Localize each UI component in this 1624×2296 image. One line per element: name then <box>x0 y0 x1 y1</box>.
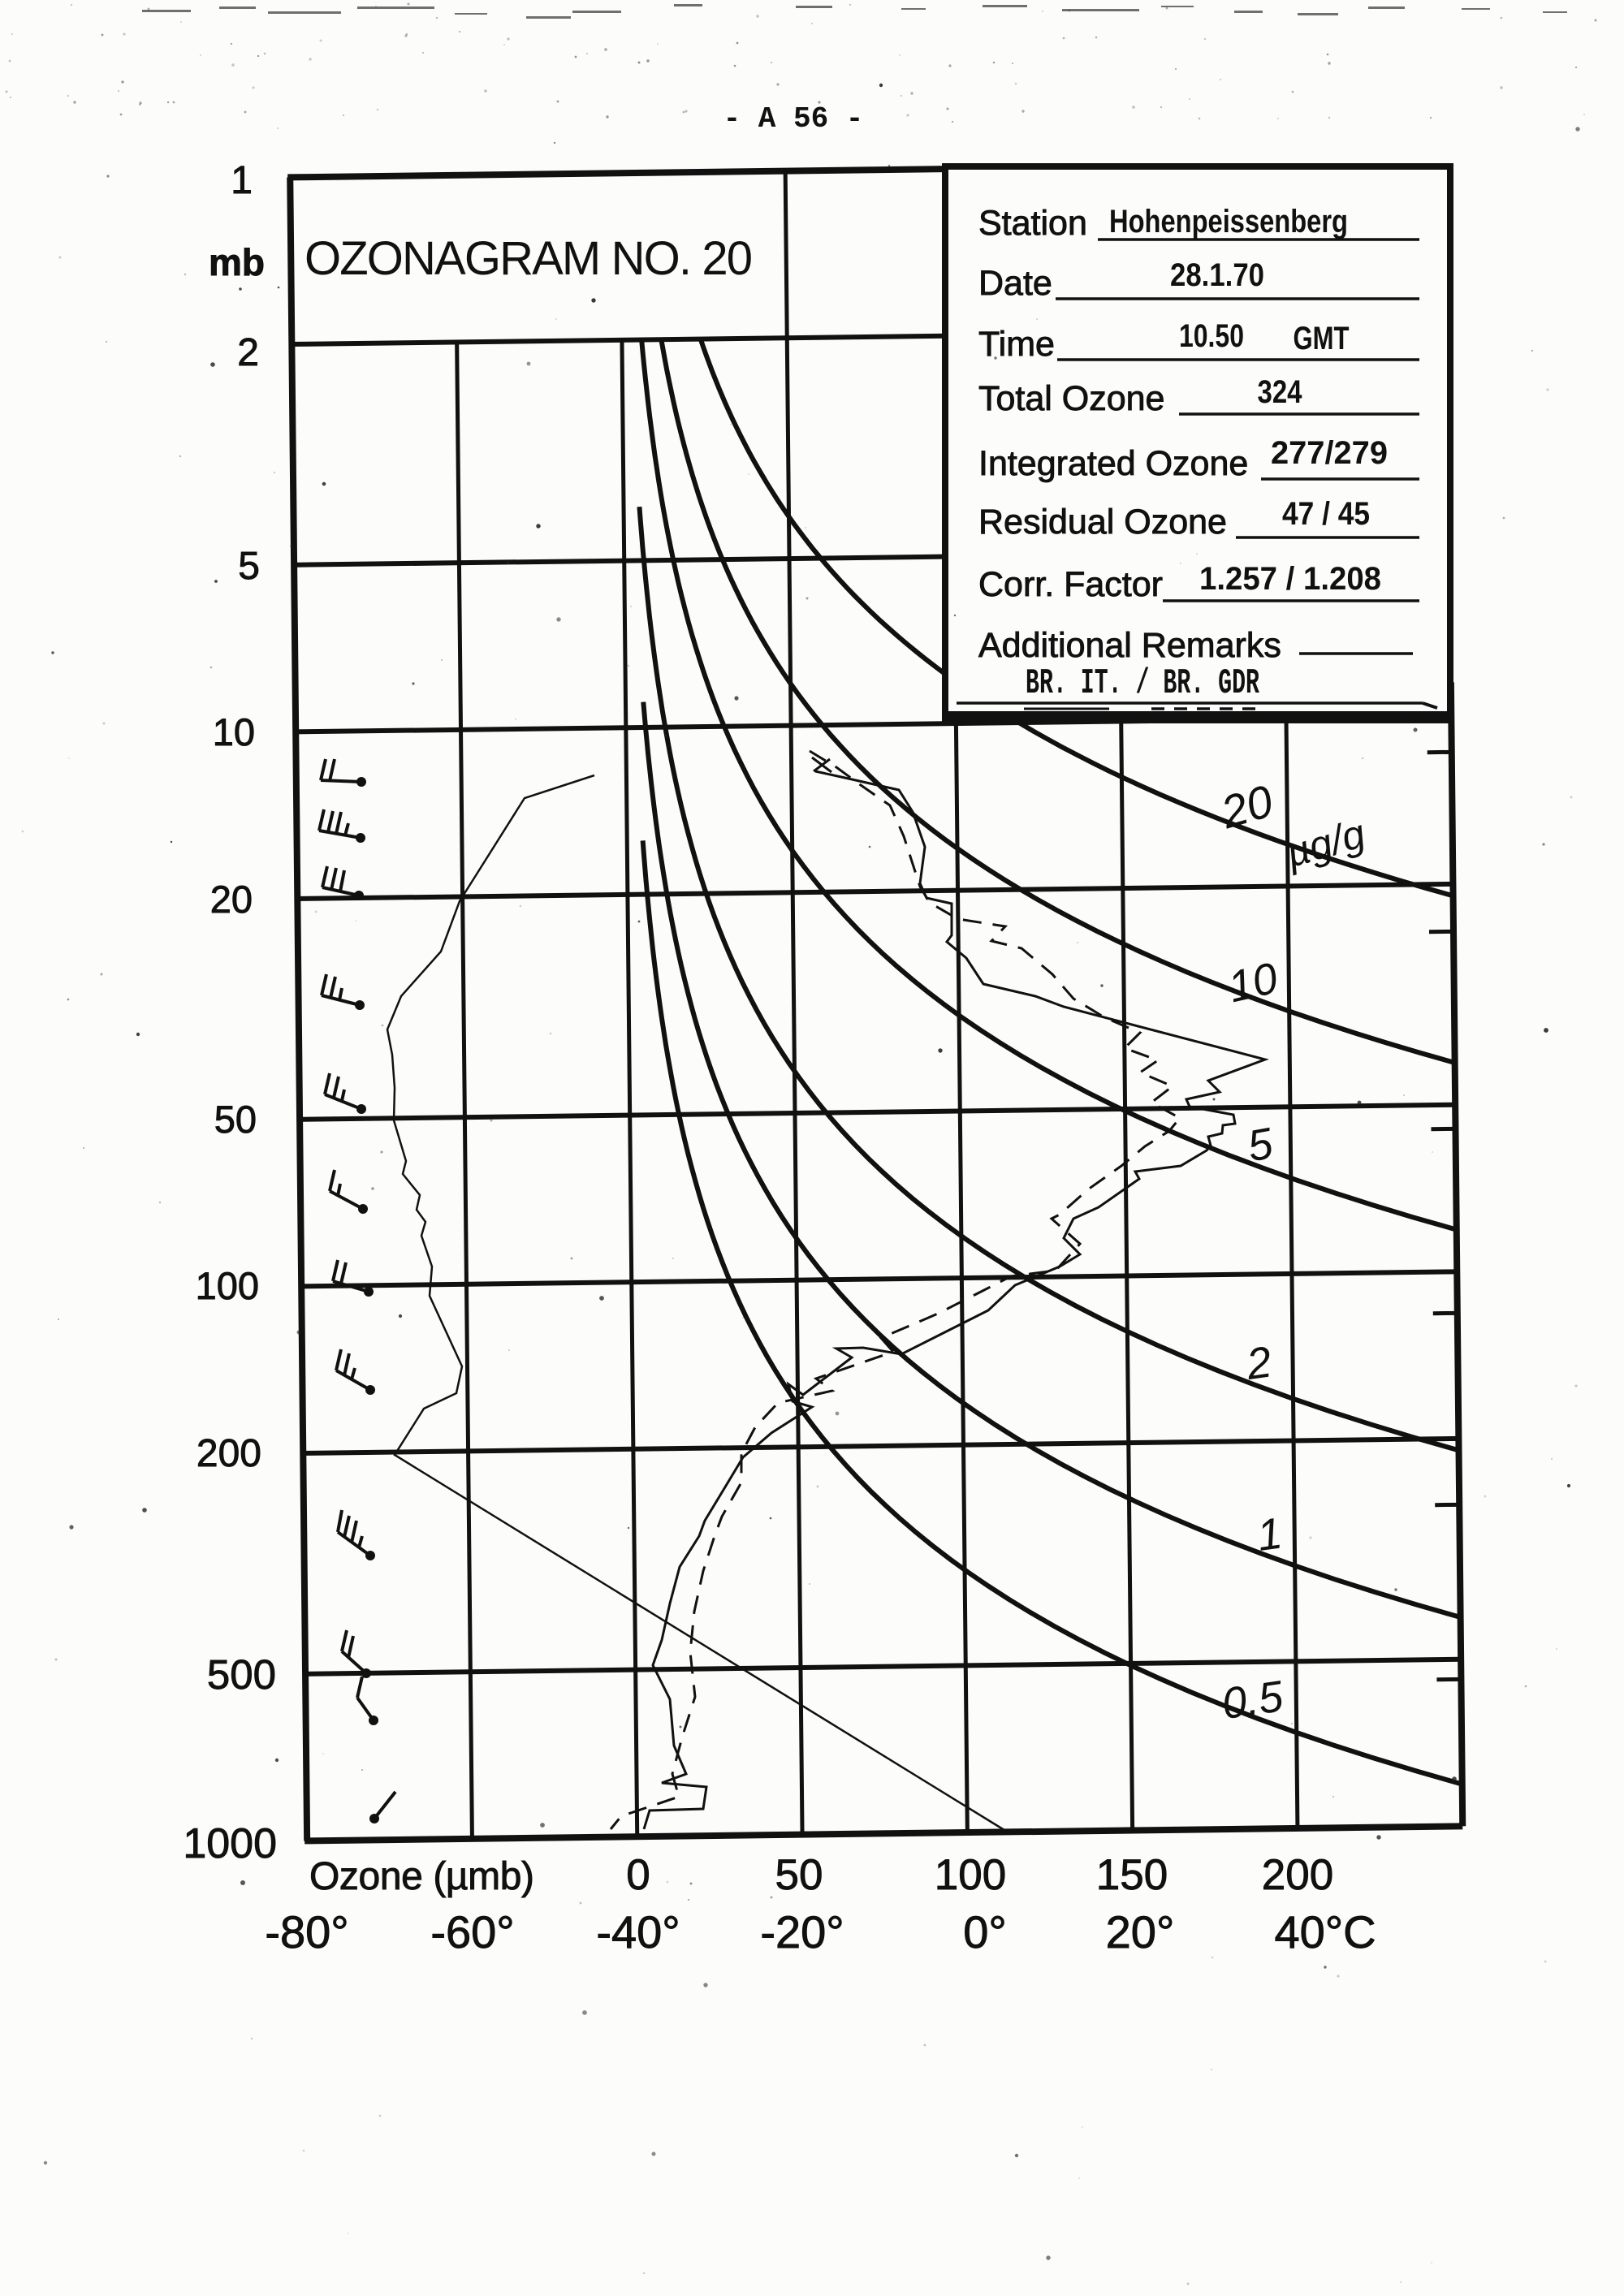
svg-text:100: 100 <box>196 1264 259 1307</box>
svg-text:-40°: -40° <box>596 1906 680 1957</box>
svg-text:5: 5 <box>238 545 260 588</box>
svg-text:Integrated Ozone: Integrated Ozone <box>978 444 1248 483</box>
svg-text:28.1.70: 28.1.70 <box>1170 257 1264 293</box>
svg-text:20: 20 <box>210 878 253 921</box>
svg-text:50: 50 <box>775 1851 823 1899</box>
svg-text:47 / 45: 47 / 45 <box>1282 496 1370 532</box>
svg-text:10.50: 10.50 <box>1179 318 1244 354</box>
svg-text:324: 324 <box>1258 374 1303 410</box>
svg-text:1000: 1000 <box>183 1820 277 1867</box>
svg-text:-60°: -60° <box>430 1906 514 1957</box>
svg-text:10: 10 <box>213 710 255 753</box>
svg-text:Time: Time <box>978 325 1055 364</box>
svg-text:-20°: -20° <box>760 1906 844 1957</box>
svg-text:- A 56 -: - A 56 - <box>723 102 864 136</box>
svg-text:10: 10 <box>1224 953 1282 1012</box>
svg-text:500: 500 <box>207 1651 276 1698</box>
svg-text:277/279: 277/279 <box>1271 435 1388 471</box>
svg-text:2: 2 <box>237 331 259 374</box>
svg-text:150: 150 <box>1096 1851 1168 1899</box>
svg-text:1: 1 <box>231 159 253 202</box>
svg-text:40°C: 40°C <box>1274 1906 1376 1957</box>
svg-text:200: 200 <box>1262 1851 1333 1899</box>
svg-text:Total Ozone: Total Ozone <box>978 379 1164 418</box>
svg-text:0.5: 0.5 <box>1219 1672 1287 1728</box>
svg-text:Additional Remarks: Additional Remarks <box>978 626 1281 665</box>
svg-text:BR. IT. / BR. GDR: BR. IT. / BR. GDR <box>1026 663 1259 704</box>
svg-text:OZONAGRAM NO. 20: OZONAGRAM NO. 20 <box>304 232 753 285</box>
svg-text:GMT: GMT <box>1294 321 1350 356</box>
svg-text:0: 0 <box>626 1851 650 1899</box>
svg-text:mb: mb <box>209 241 265 283</box>
svg-text:Station: Station <box>978 204 1087 243</box>
svg-text:50: 50 <box>214 1098 257 1141</box>
svg-text:100: 100 <box>935 1851 1006 1899</box>
svg-text:Date: Date <box>978 264 1052 303</box>
svg-text:0°: 0° <box>963 1906 1007 1957</box>
svg-text:-80°: -80° <box>265 1906 348 1957</box>
svg-text:Corr. Factor: Corr. Factor <box>978 565 1163 604</box>
svg-text:Residual Ozone: Residual Ozone <box>978 503 1227 542</box>
svg-text:Ozone (µmb): Ozone (µmb) <box>309 1855 534 1898</box>
svg-text:1.257 / 1.208: 1.257 / 1.208 <box>1199 561 1381 597</box>
svg-text:200: 200 <box>197 1432 261 1475</box>
svg-text:20°: 20° <box>1106 1906 1175 1957</box>
svg-text:Hohenpeissenberg: Hohenpeissenberg <box>1109 204 1348 240</box>
